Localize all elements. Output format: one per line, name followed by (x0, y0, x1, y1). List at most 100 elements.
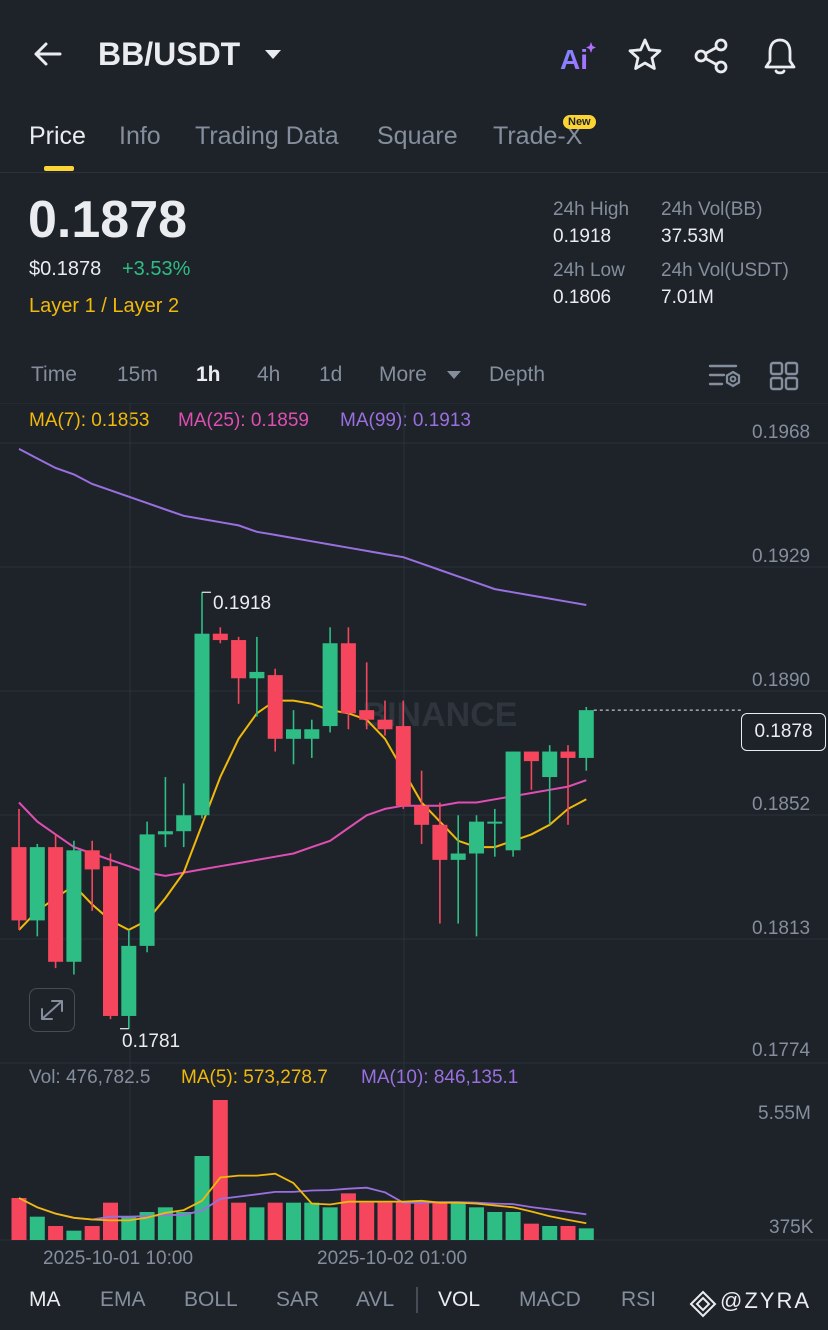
layout-grid-icon[interactable] (768, 360, 800, 392)
volume-bar (560, 1226, 576, 1240)
vol-ma5-line (18, 1172, 587, 1225)
time-axis-label: 2025-10-02 01:00 (317, 1248, 468, 1269)
new-badge: New (563, 115, 596, 129)
vol-axis-label: 375K (769, 1217, 814, 1238)
stat-24h-low-value: 0.1806 (553, 287, 612, 308)
volume-bar (103, 1202, 118, 1240)
ai-assistant-icon[interactable]: Ai (558, 38, 598, 75)
candle-body (578, 710, 594, 758)
volume-bar (542, 1226, 558, 1240)
expand-icon (41, 1000, 63, 1020)
notification-bell-icon[interactable] (760, 36, 800, 76)
back-button[interactable] (28, 34, 68, 74)
low-marker-label: 0.1781 (122, 1031, 181, 1052)
corner-watermark: @ZYRA (720, 1288, 812, 1313)
candle-body (304, 729, 320, 739)
volume-bar (231, 1202, 247, 1240)
vol-ma10-legend: MA(10): 846,135.1 (361, 1067, 519, 1088)
timeframe-1h[interactable]: 1h (196, 363, 221, 386)
timeframe-time[interactable]: Time (31, 363, 77, 386)
chart-settings-icon[interactable] (706, 360, 742, 392)
price-axis-label: 0.1968 (752, 422, 811, 443)
vol-ma5-legend: MA(5): 573,278.7 (181, 1067, 328, 1088)
candle-body (103, 866, 118, 1016)
candle-body (84, 850, 100, 870)
divider (0, 172, 828, 173)
candle-body (377, 719, 393, 730)
tab-trading-data[interactable]: Trading Data (195, 122, 339, 150)
high-marker-label: 0.1918 (213, 593, 272, 614)
ma7-legend: MA(7): 0.1853 (29, 410, 150, 431)
price-axis-label: 0.1852 (752, 794, 811, 815)
candle-body (395, 726, 411, 806)
volume-bar (11, 1198, 27, 1240)
volume-bar (121, 1216, 137, 1240)
volume-bar (377, 1202, 393, 1240)
candle-body (560, 751, 576, 758)
arrow-left-icon (34, 42, 62, 66)
stat-24h-vol-bb-label: 24h Vol(BB) (661, 199, 763, 220)
candle-body (523, 751, 539, 762)
ma25-legend: MA(25): 0.1859 (178, 410, 309, 431)
tab-square[interactable]: Square (377, 122, 458, 150)
time-axis-label: 2025-10-01 10:00 (43, 1248, 194, 1269)
favorite-star-icon[interactable] (626, 36, 664, 74)
indicator-macd[interactable]: MACD (519, 1288, 581, 1311)
volume-bar (84, 1226, 100, 1240)
volume-bar (249, 1207, 265, 1240)
active-tab-indicator (44, 166, 74, 171)
price-axis-label: 0.1929 (752, 546, 811, 567)
volume-bar (66, 1230, 82, 1240)
expand-chart-button[interactable] (29, 988, 75, 1032)
pair-title[interactable]: BB/USDT (98, 36, 241, 72)
candle-body (469, 821, 484, 854)
tab-price[interactable]: Price (29, 122, 86, 150)
volume-bar (29, 1216, 45, 1240)
candle-body (542, 751, 558, 778)
volume-legend: Vol: 476,782.5 (29, 1067, 151, 1088)
pair-dropdown-chevron-icon[interactable] (262, 44, 284, 66)
timeframe-1d[interactable]: 1d (319, 363, 343, 386)
indicator-rsi[interactable]: RSI (621, 1288, 657, 1311)
vol-axis-label: 5.55M (758, 1103, 811, 1124)
candle-body (139, 834, 155, 946)
candle-body (212, 633, 228, 641)
usd-price: $0.1878 (29, 258, 102, 280)
volume-bar (286, 1202, 301, 1240)
share-icon[interactable] (692, 36, 732, 76)
stat-24h-low-label: 24h Low (553, 260, 625, 281)
candle-body (121, 945, 137, 1016)
timeframe-15m[interactable]: 15m (117, 363, 158, 386)
indicator-divider (416, 1287, 418, 1313)
more-chevron-down-icon[interactable] (445, 368, 463, 382)
indicator-boll[interactable]: BOLL (184, 1288, 238, 1311)
candle-body (267, 675, 283, 739)
stat-24h-vol-bb-value: 37.53M (661, 226, 725, 247)
category-tag[interactable]: Layer 1 / Layer 2 (29, 295, 180, 317)
price-axis-label: 0.1774 (752, 1040, 811, 1061)
candlestick-chart[interactable]: BINANCE (0, 403, 828, 1243)
volume-bar (340, 1193, 356, 1240)
indicator-sar[interactable]: SAR (276, 1288, 320, 1311)
timeframe-depth[interactable]: Depth (489, 363, 546, 386)
ma99-legend: MA(99): 0.1913 (340, 410, 471, 431)
ma99-line (18, 448, 587, 606)
candle-body (194, 633, 210, 816)
volume-bar (469, 1207, 484, 1240)
candle-body (322, 643, 338, 727)
volume-bar (48, 1226, 64, 1240)
timeframe-more[interactable]: More (379, 363, 427, 386)
indicator-ema[interactable]: EMA (100, 1288, 146, 1311)
indicator-avl[interactable]: AVL (356, 1288, 395, 1311)
timeframe-4h[interactable]: 4h (257, 363, 281, 386)
tab-info[interactable]: Info (119, 122, 161, 150)
indicator-vol[interactable]: VOL (438, 1288, 481, 1311)
volume-bar (212, 1100, 228, 1240)
candle-body (176, 815, 192, 832)
stat-24h-high-label: 24h High (553, 199, 630, 220)
volume-bar (322, 1207, 338, 1240)
indicator-ma[interactable]: MA (29, 1288, 61, 1311)
candle-body (157, 831, 173, 835)
volume-bar (505, 1212, 521, 1240)
candle-body (487, 821, 503, 824)
